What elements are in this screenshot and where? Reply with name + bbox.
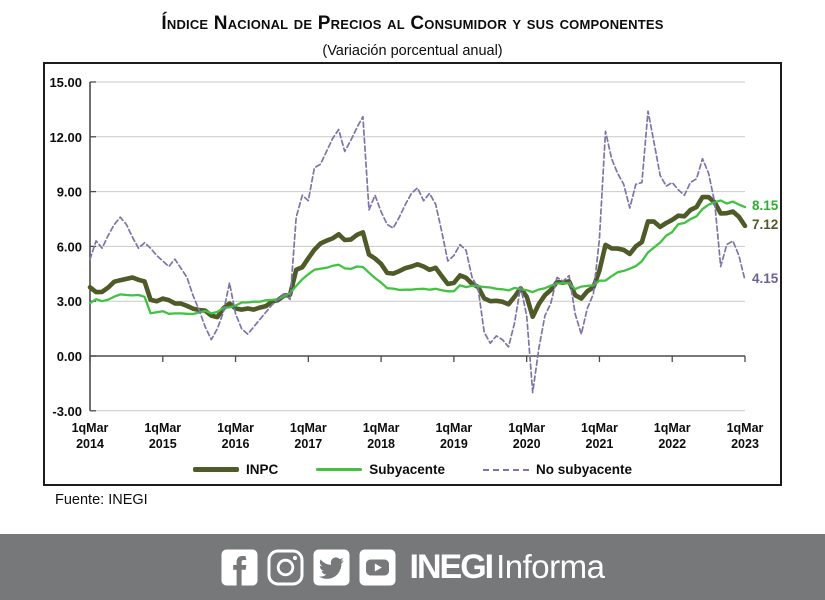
legend-label: No subyacente — [536, 462, 633, 477]
x-axis-label: 1qMar — [144, 421, 181, 435]
x-axis-label-year: 2016 — [222, 437, 250, 451]
x-axis-label-year: 2017 — [294, 437, 322, 451]
y-axis-label: 0.00 — [57, 349, 82, 364]
x-axis-label: 1qMar — [435, 421, 472, 435]
x-axis-label: 1qMar — [508, 421, 545, 435]
inflation-line-chart: 1qMar 2014 1qMar 2015 1qMar 2016 1qMar 2017 1qMa… — [49, 75, 764, 451]
legend-swatch — [192, 467, 239, 472]
series-end-value-subyacente: 8.15 — [752, 198, 779, 214]
page-title: Índice Nacional de Precios al Consumidor… — [161, 13, 664, 34]
twitter-icon — [313, 549, 350, 585]
y-axis-label: 12.00 — [49, 130, 82, 145]
x-axis-label-year: 2019 — [440, 437, 468, 451]
x-axis-label-year: 2020 — [513, 437, 541, 451]
series-end-value-inpc: 7.12 — [752, 216, 779, 232]
x-axis-label: 1qMar — [581, 421, 618, 435]
x-axis-label-year: 2021 — [586, 437, 614, 451]
x-axis-label: 1qMar — [727, 421, 764, 435]
y-axis-label: 3.00 — [57, 294, 82, 309]
youtube-icon — [359, 549, 396, 585]
informa-logo-text: Informa — [496, 547, 605, 585]
source-note: Fuente: INEGI — [55, 492, 148, 508]
series-no-subyacente — [89, 110, 746, 394]
x-axis-label: 1qMar — [290, 421, 327, 435]
series-subyacente — [88, 199, 747, 316]
x-axis-label-year: 2014 — [76, 437, 104, 451]
legend-swatch — [316, 468, 363, 471]
x-axis-label: 1qMar — [217, 421, 254, 435]
x-axis-label-year: 2023 — [731, 437, 759, 451]
page-subtitle: (Variación porcentual anual) — [322, 43, 503, 59]
y-axis-label: 9.00 — [57, 185, 82, 200]
x-axis-label: 1qMar — [363, 421, 400, 435]
inegi-informa-logo: INEGI Informa — [410, 548, 605, 587]
series-end-value-no-subyacente: 4.15 — [752, 271, 779, 287]
x-axis-label-year: 2022 — [658, 437, 686, 451]
legend-item-inpc: INPC — [192, 462, 279, 477]
chart-legend: INPC Subyacente No subyacente — [45, 462, 780, 477]
x-axis-label-year: 2018 — [367, 437, 395, 451]
y-axis-label: -3.00 — [52, 404, 82, 419]
legend-label: INPC — [245, 462, 279, 477]
facebook-icon — [221, 549, 258, 585]
legend-swatch — [483, 468, 529, 471]
y-axis-label: 6.00 — [57, 239, 82, 254]
legend-item-subyacente: Subyacente — [316, 462, 445, 477]
legend-label: Subyacente — [369, 462, 445, 477]
x-axis-label: 1qMar — [654, 421, 691, 435]
chart-frame: 1qMar 2014 1qMar 2015 1qMar 2016 1qMar 2017 1qMa… — [43, 62, 782, 486]
footer-bar: INEGI Informa — [0, 534, 825, 600]
inegi-logo-text: INEGI — [409, 547, 495, 586]
x-axis-label-year: 2015 — [149, 437, 177, 451]
series-inpc — [87, 194, 748, 320]
x-axis-label: 1qMar — [72, 421, 109, 435]
social-icons — [221, 549, 396, 586]
legend-item-no-subyacente: No subyacente — [483, 462, 632, 477]
y-axis-label: 15.00 — [49, 75, 82, 90]
instagram-icon — [267, 549, 304, 585]
